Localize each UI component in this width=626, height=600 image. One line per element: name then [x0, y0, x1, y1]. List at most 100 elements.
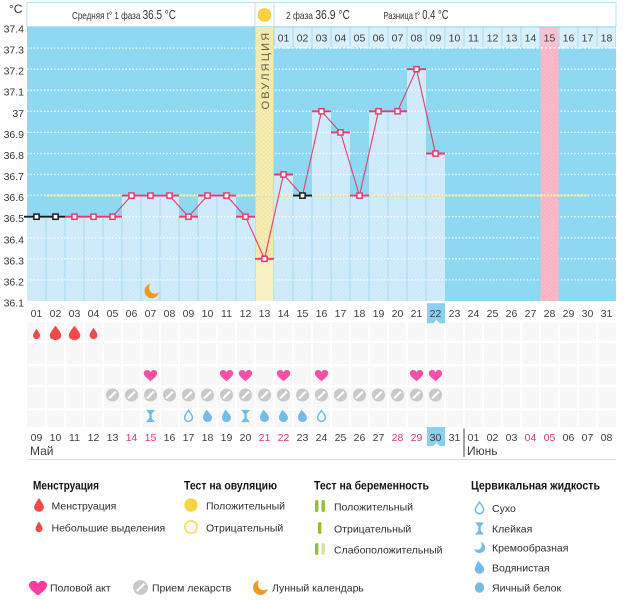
- svg-text:29: 29: [563, 308, 575, 320]
- svg-text:Тест на овуляцию: Тест на овуляцию: [184, 481, 277, 493]
- svg-text:18: 18: [202, 432, 214, 444]
- svg-text:21: 21: [411, 308, 423, 320]
- svg-text:Цервикальная жидкость: Цервикальная жидкость: [471, 481, 600, 493]
- svg-text:01: 01: [468, 432, 480, 444]
- svg-text:05: 05: [544, 432, 556, 444]
- svg-text:36.4: 36.4: [4, 234, 25, 246]
- svg-text:Водянистая: Водянистая: [492, 563, 550, 575]
- svg-text:11: 11: [468, 33, 479, 45]
- svg-text:Слабоположительный: Слабоположительный: [334, 545, 443, 557]
- svg-text:13: 13: [107, 432, 119, 444]
- svg-text:22: 22: [430, 308, 442, 320]
- svg-text:20: 20: [392, 308, 404, 320]
- svg-text:09: 09: [31, 432, 43, 444]
- svg-text:24: 24: [316, 432, 328, 444]
- svg-text:24: 24: [468, 308, 480, 320]
- svg-text:02: 02: [487, 432, 499, 444]
- svg-text:01: 01: [278, 33, 290, 45]
- svg-text:30: 30: [582, 308, 594, 320]
- svg-text:36.1: 36.1: [4, 298, 25, 310]
- svg-text:11: 11: [221, 308, 232, 320]
- svg-text:22: 22: [278, 432, 290, 444]
- svg-text:36.3: 36.3: [4, 255, 25, 267]
- svg-text:02: 02: [297, 33, 309, 45]
- svg-text:Отрицательный: Отрицательный: [206, 523, 283, 535]
- svg-text:37.4: 37.4: [4, 24, 25, 36]
- svg-text:Тест на беременность: Тест на беременность: [314, 481, 429, 493]
- svg-text:20: 20: [240, 432, 252, 444]
- svg-text:37.1: 37.1: [4, 87, 25, 99]
- svg-text:Небольшие выделения: Небольшие выделения: [52, 523, 166, 535]
- svg-text:12: 12: [240, 308, 252, 320]
- svg-text:25: 25: [487, 308, 499, 320]
- svg-text:Менструация: Менструация: [33, 481, 99, 493]
- svg-text:08: 08: [164, 308, 176, 320]
- svg-text:36.6: 36.6: [4, 192, 25, 204]
- svg-text:07: 07: [145, 308, 157, 320]
- svg-text:36.9: 36.9: [4, 129, 25, 141]
- svg-text:Май: Май: [30, 444, 54, 458]
- svg-text:2 фаза 36.9 °C: 2 фаза 36.9 °C: [286, 7, 350, 22]
- svg-text:14: 14: [525, 33, 537, 45]
- svg-text:Клейкая: Клейкая: [492, 524, 532, 536]
- svg-text:°C: °C: [9, 2, 23, 16]
- svg-text:18: 18: [601, 33, 613, 45]
- svg-text:16: 16: [563, 33, 575, 45]
- svg-text:37.2: 37.2: [4, 66, 25, 78]
- svg-text:07: 07: [392, 33, 404, 45]
- svg-text:07: 07: [582, 432, 594, 444]
- svg-text:29: 29: [411, 432, 423, 444]
- svg-text:08: 08: [601, 432, 613, 444]
- svg-text:05: 05: [107, 308, 119, 320]
- svg-text:14: 14: [126, 432, 138, 444]
- svg-text:27: 27: [525, 308, 537, 320]
- svg-text:Прием лекарств: Прием лекарств: [152, 583, 232, 595]
- svg-text:26: 26: [506, 308, 518, 320]
- svg-text:36.5: 36.5: [4, 213, 25, 225]
- svg-text:12: 12: [88, 432, 100, 444]
- svg-text:17: 17: [582, 33, 594, 45]
- svg-text:37.3: 37.3: [4, 45, 25, 57]
- svg-text:13: 13: [506, 33, 518, 45]
- svg-text:Разница t° 0.4 °C: Разница t° 0.4 °C: [384, 7, 449, 22]
- svg-text:Половой акт: Половой акт: [50, 583, 111, 595]
- svg-text:01: 01: [31, 308, 43, 320]
- svg-text:05: 05: [354, 33, 366, 45]
- svg-text:23: 23: [297, 432, 309, 444]
- svg-text:03: 03: [316, 33, 328, 45]
- svg-text:36.8: 36.8: [4, 150, 25, 162]
- svg-text:Сухо: Сухо: [492, 503, 516, 515]
- svg-text:Яичный белок: Яичный белок: [492, 583, 562, 595]
- svg-text:17: 17: [335, 308, 347, 320]
- svg-text:Июнь: Июнь: [467, 444, 498, 458]
- svg-text:36.7: 36.7: [4, 171, 25, 183]
- svg-text:18: 18: [354, 308, 366, 320]
- svg-text:17: 17: [183, 432, 195, 444]
- svg-text:ОВУЛЯЦИЯ: ОВУЛЯЦИЯ: [260, 31, 272, 110]
- svg-text:04: 04: [525, 432, 537, 444]
- svg-text:06: 06: [126, 308, 138, 320]
- svg-text:13: 13: [259, 308, 271, 320]
- svg-text:19: 19: [221, 432, 233, 444]
- svg-text:10: 10: [50, 432, 62, 444]
- svg-text:06: 06: [373, 33, 385, 45]
- svg-text:25: 25: [335, 432, 347, 444]
- svg-text:19: 19: [373, 308, 385, 320]
- svg-text:Положительный: Положительный: [206, 501, 285, 513]
- svg-text:Средняя t° 1 фаза 36.5 °C: Средняя t° 1 фаза 36.5 °C: [72, 7, 176, 22]
- svg-text:37: 37: [12, 108, 24, 120]
- svg-text:31: 31: [601, 308, 613, 320]
- svg-text:Положительный: Положительный: [334, 502, 413, 514]
- svg-text:11: 11: [69, 432, 80, 444]
- svg-text:21: 21: [259, 432, 271, 444]
- svg-text:23: 23: [449, 308, 461, 320]
- svg-text:04: 04: [88, 308, 100, 320]
- svg-text:28: 28: [392, 432, 404, 444]
- svg-text:04: 04: [335, 33, 347, 45]
- svg-text:12: 12: [487, 33, 499, 45]
- svg-text:02: 02: [50, 308, 62, 320]
- svg-text:Кремообразная: Кремообразная: [492, 543, 568, 555]
- svg-text:16: 16: [316, 308, 328, 320]
- svg-text:27: 27: [373, 432, 385, 444]
- svg-text:08: 08: [411, 33, 423, 45]
